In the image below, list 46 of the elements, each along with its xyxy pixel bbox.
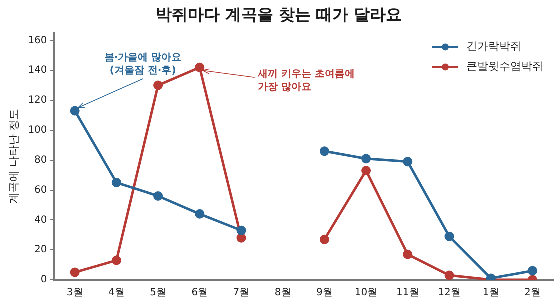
y-tick-label: 60 — [34, 184, 48, 196]
x-tick-label: 10월 — [354, 288, 378, 299]
chart-title: 박쥐마다 계곡을 찾는 때가 달라요 — [156, 4, 402, 24]
point — [112, 256, 122, 266]
point — [444, 270, 454, 280]
annotation: 봄·가을에 많아요 (겨울잠 전·후) — [104, 52, 182, 77]
point — [195, 209, 205, 219]
point — [236, 226, 246, 236]
x-tick-label: 4월 — [108, 288, 125, 299]
y-axis-title: 계곡에 나타난 정도 — [7, 109, 20, 204]
point — [112, 178, 122, 188]
point — [154, 191, 164, 201]
point — [362, 166, 372, 176]
x-tick-label: 2월 — [524, 288, 541, 299]
y-tick-label: 80 — [34, 154, 48, 166]
x-tick-label: 11월 — [396, 288, 420, 299]
point — [70, 106, 80, 116]
y-tick-label: 20 — [34, 244, 48, 256]
annotation: 새끼 키우는 초여름에 가장 많아요 — [256, 69, 355, 94]
x-tick-label: 3월 — [66, 288, 84, 299]
x-tick-label: 9월 — [316, 288, 333, 299]
x-tick-label: 12월 — [438, 288, 461, 299]
point — [320, 146, 330, 156]
point — [320, 234, 330, 244]
point — [362, 154, 372, 164]
x-tick-label: 6월 — [192, 288, 208, 299]
point — [403, 157, 413, 167]
x-tick-label: 8월 — [274, 288, 292, 299]
legend-label: 큰발윗수염박쥐 — [466, 60, 544, 74]
x-tick-label: 5월 — [150, 288, 166, 299]
y-tick-label: 100 — [28, 125, 48, 136]
point — [154, 80, 164, 90]
point — [528, 266, 538, 276]
point — [195, 62, 205, 72]
y-tick-label: 160 — [28, 35, 48, 46]
x-tick-label: 7월 — [233, 288, 250, 299]
x-tick-label: 1월 — [482, 288, 500, 299]
y-tick-label: 0 — [40, 274, 48, 286]
y-tick-label: 120 — [28, 95, 48, 106]
legend-label: 긴가락박쥐 — [466, 40, 522, 54]
y-tick-label: 140 — [28, 65, 48, 76]
point — [444, 232, 454, 242]
y-tick-label: 40 — [34, 214, 48, 226]
point — [236, 233, 246, 243]
point — [403, 250, 413, 260]
point — [70, 268, 80, 278]
